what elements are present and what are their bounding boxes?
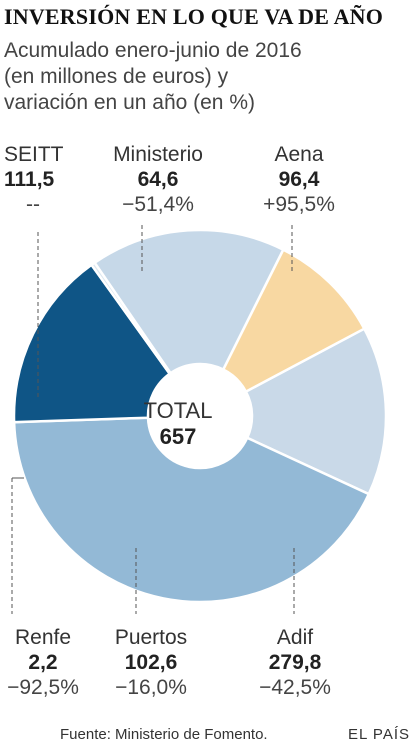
- label-aena-value: 96,4: [278, 168, 320, 191]
- label-seitt-name: SEITT: [4, 143, 64, 166]
- label-aena-name: Aena: [274, 143, 324, 166]
- label-ministerio-value: 64,6: [137, 168, 179, 191]
- label-puertos-value: 102,6: [124, 651, 178, 674]
- label-renfe-name: Renfe: [14, 626, 72, 649]
- subtitle-line-1: Acumulado enero-junio de 2016: [4, 39, 302, 62]
- label-renfe-change: −92,5%: [7, 676, 79, 699]
- label-renfe-value: 2,2: [28, 651, 58, 674]
- label-adif-name: Adif: [276, 626, 314, 649]
- total-label: TOTAL: [143, 398, 213, 423]
- chart-subtitle: Acumulado enero-junio de 2016 (en millon…: [4, 38, 384, 116]
- slice-puertos: [12, 263, 172, 424]
- label-puertos: Puertos 102,6 −16,0%: [104, 625, 198, 700]
- label-puertos-name: Puertos: [114, 626, 188, 649]
- label-seitt-change: --: [26, 193, 40, 216]
- label-ministerio-change: −51,4%: [122, 193, 194, 216]
- label-seitt: SEITT 111,5 --: [4, 142, 64, 217]
- chart-title: INVERSIÓN EN LO QUE VA DE AÑO: [4, 4, 384, 29]
- subtitle-line-2: (en millones de euros) y: [4, 65, 229, 88]
- label-ministerio-name: Ministerio: [113, 143, 203, 166]
- label-aena-change: +95,5%: [263, 193, 335, 216]
- total-label-group: TOTAL 657: [130, 398, 226, 450]
- slice-adif: [12, 416, 371, 604]
- label-adif: Adif 279,8 −42,5%: [250, 625, 340, 700]
- label-renfe: Renfe 2,2 −92,5%: [0, 625, 86, 700]
- total-value: 657: [159, 424, 197, 449]
- label-adif-change: −42,5%: [259, 676, 331, 699]
- label-ministerio: Ministerio 64,6 −51,4%: [100, 142, 216, 217]
- slice-ministerio: [221, 248, 366, 394]
- label-puertos-change: −16,0%: [115, 676, 187, 699]
- label-adif-value: 279,8: [268, 651, 322, 674]
- label-seitt-value: 111,5: [4, 168, 55, 191]
- source-note: Fuente: Ministerio de Fomento.: [60, 726, 268, 743]
- label-aena: Aena 96,4 +95,5%: [250, 142, 348, 217]
- slice-seitt: [92, 228, 285, 375]
- publisher-brand: EL PAÍS: [347, 726, 410, 743]
- subtitle-line-3: variación en un año (en %): [4, 91, 255, 114]
- donut-hole: [149, 365, 251, 467]
